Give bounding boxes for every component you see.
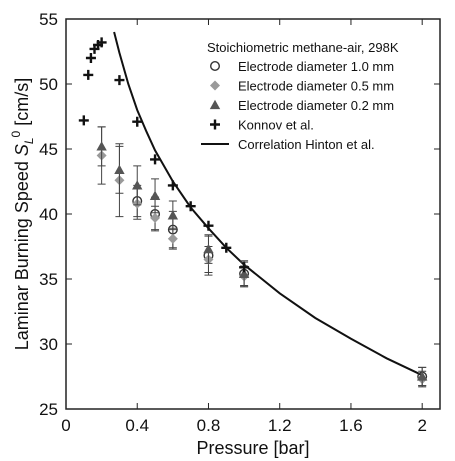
data-point-triangle bbox=[114, 164, 125, 174]
correlation-curve bbox=[113, 31, 423, 377]
data-point-plus bbox=[185, 201, 196, 212]
data-point-triangle bbox=[132, 180, 143, 190]
legend-marker-plus bbox=[210, 119, 220, 130]
x-tick-label: 2 bbox=[417, 416, 426, 435]
x-tick-label: 0.4 bbox=[125, 416, 149, 435]
legend-label: Electrode diameter 0.5 mm bbox=[238, 79, 394, 94]
data-point-triangle bbox=[149, 190, 161, 200]
x-tick-label: 0 bbox=[61, 416, 70, 435]
data-point-plus bbox=[85, 53, 96, 63]
y-tick-label: 25 bbox=[39, 400, 58, 419]
data-point-plus bbox=[203, 220, 214, 231]
data-point-triangle bbox=[416, 371, 428, 381]
y-axis-title: Laminar Burning Speed SL0 [cm/s] bbox=[9, 78, 36, 351]
data-point-diamond bbox=[167, 233, 178, 244]
y-axis-title-subscript: L bbox=[22, 137, 36, 144]
x-axis-title: Pressure [bar] bbox=[196, 438, 309, 458]
data-point-plus bbox=[221, 242, 232, 253]
data-point-triangle bbox=[203, 243, 214, 254]
y-axis-title-symbol: S bbox=[12, 144, 32, 156]
y-axis-title-main: Laminar Burning Speed bbox=[12, 156, 32, 350]
x-tick-label: 1.2 bbox=[268, 416, 292, 435]
legend-title: Stoichiometric methane-air, 298K bbox=[207, 40, 399, 55]
y-axis-title-unit: [cm/s] bbox=[12, 78, 32, 131]
plot-frame bbox=[65, 18, 441, 410]
data-point-plus bbox=[150, 154, 161, 165]
data-point-plus bbox=[167, 180, 178, 191]
legend-label: Electrode diameter 1.0 mm bbox=[238, 59, 394, 74]
data-point-triangle bbox=[167, 210, 179, 220]
y-tick-label: 30 bbox=[39, 335, 58, 354]
x-tick-label: 0.8 bbox=[197, 416, 221, 435]
legend: Stoichiometric methane-air, 298K Electro… bbox=[201, 40, 399, 152]
y-tick-label: 55 bbox=[39, 10, 58, 29]
data-point-diamond bbox=[150, 212, 161, 223]
y-tick-label: 35 bbox=[39, 270, 58, 289]
data-point-plus bbox=[114, 75, 125, 86]
data-point-triangle bbox=[96, 141, 107, 151]
y-axis-title-superscript: 0 bbox=[9, 130, 23, 137]
legend-marker-diamond bbox=[210, 80, 220, 91]
data-point-plus bbox=[132, 116, 143, 127]
legend-label: Konnov et al. bbox=[238, 118, 314, 133]
legend-label: Electrode diameter 0.2 mm bbox=[238, 98, 394, 113]
axis-ticks: 0 0.4 0.8 1.2 1.6 2 25 30 35 40 45 50 55 bbox=[39, 10, 440, 435]
data-point-plus bbox=[239, 262, 250, 273]
data-marks bbox=[78, 31, 428, 388]
data-point-plus bbox=[78, 115, 89, 126]
legend-label: Correlation Hinton et al. bbox=[238, 137, 375, 152]
data-point-plus bbox=[96, 37, 107, 48]
data-point-triangle bbox=[238, 268, 250, 278]
x-tick-label: 1.6 bbox=[339, 416, 363, 435]
y-tick-label: 45 bbox=[39, 140, 58, 159]
y-tick-label: 40 bbox=[39, 205, 58, 224]
legend-marker-open-circle bbox=[209, 61, 220, 72]
legend-marker-triangle bbox=[209, 99, 221, 110]
data-point-plus bbox=[83, 69, 94, 80]
y-tick-label: 50 bbox=[39, 75, 58, 94]
